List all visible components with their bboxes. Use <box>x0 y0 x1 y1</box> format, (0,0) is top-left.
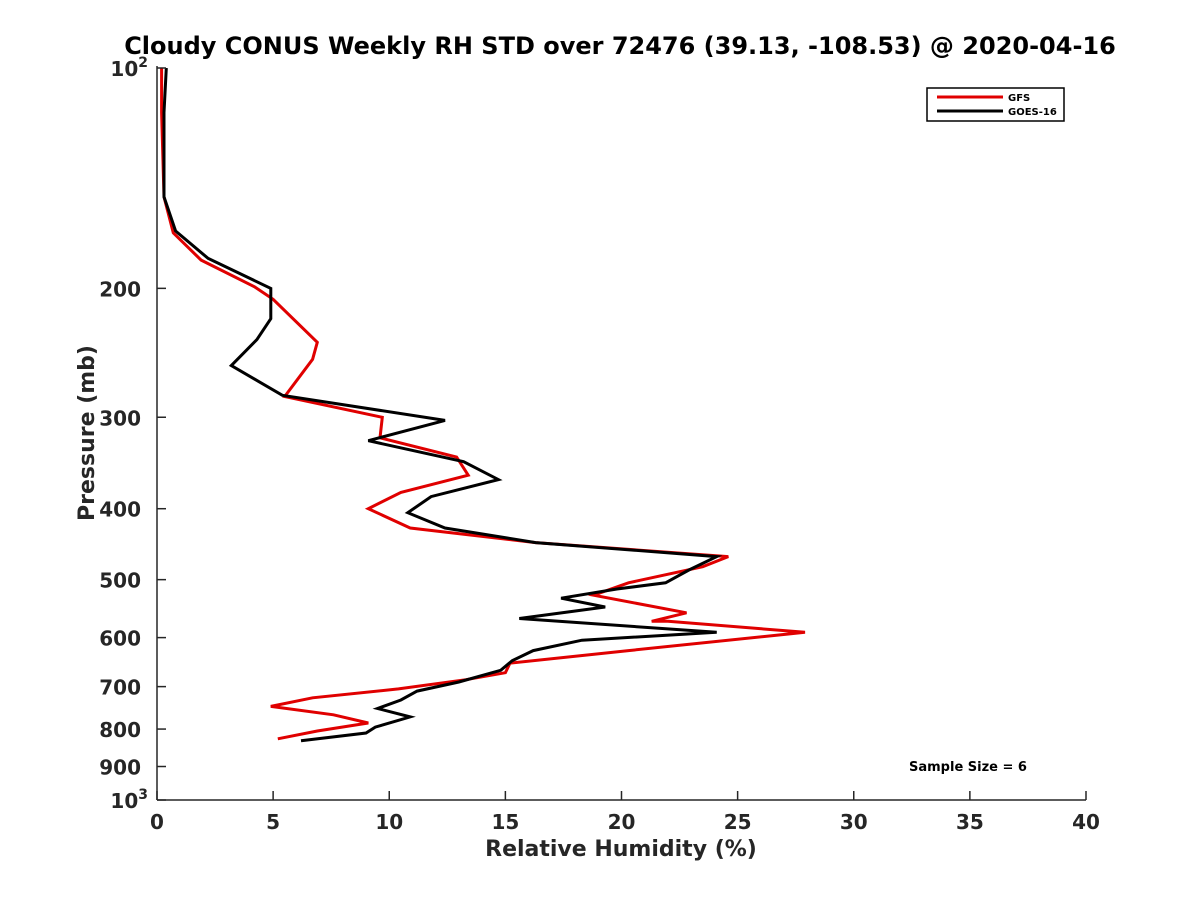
legend-label-gfs: GFS <box>1008 93 1030 104</box>
x-tick-label: 5 <box>266 810 280 834</box>
y-tick-label: 102 <box>110 55 148 81</box>
x-axis-label: Relative Humidity (%) <box>485 837 757 862</box>
y-tick-label: 800 <box>99 718 141 742</box>
x-tick-label: 30 <box>840 810 868 834</box>
y-tick-label: 700 <box>99 676 141 700</box>
y-tick-label: 200 <box>99 277 141 301</box>
x-tick-label: 40 <box>1072 810 1100 834</box>
sample-size-annotation: Sample Size = 6 <box>909 760 1027 775</box>
legend-box <box>926 87 1065 122</box>
legend-label-goes-16: GOES-16 <box>1008 107 1057 118</box>
x-tick-label: 15 <box>491 810 519 834</box>
chart-title: Cloudy CONUS Weekly RH STD over 72476 (3… <box>124 32 1116 60</box>
y-tick-label: 900 <box>99 756 141 780</box>
x-tick-label: 25 <box>724 810 752 834</box>
x-tick-label: 0 <box>150 810 164 834</box>
series-line-goes-16 <box>162 67 723 743</box>
y-tick-label: 400 <box>99 498 141 522</box>
y-tick-label: 103 <box>110 787 148 813</box>
y-axis-label: Pressure (mb) <box>75 345 100 521</box>
legend: GFS GOES-16 <box>926 87 1065 122</box>
y-tick-label: 600 <box>99 627 141 651</box>
x-tick-label: 10 <box>375 810 403 834</box>
y-tick-label: 300 <box>99 406 141 430</box>
x-tick-label: 35 <box>956 810 984 834</box>
x-tick-label: 20 <box>608 810 636 834</box>
series-line-gfs <box>160 68 806 741</box>
y-tick-label: 500 <box>99 569 141 593</box>
plot-area: 0 5 10 15 20 25 30 35 40 102 200 300 400 500 600 700 800… <box>99 55 1100 834</box>
